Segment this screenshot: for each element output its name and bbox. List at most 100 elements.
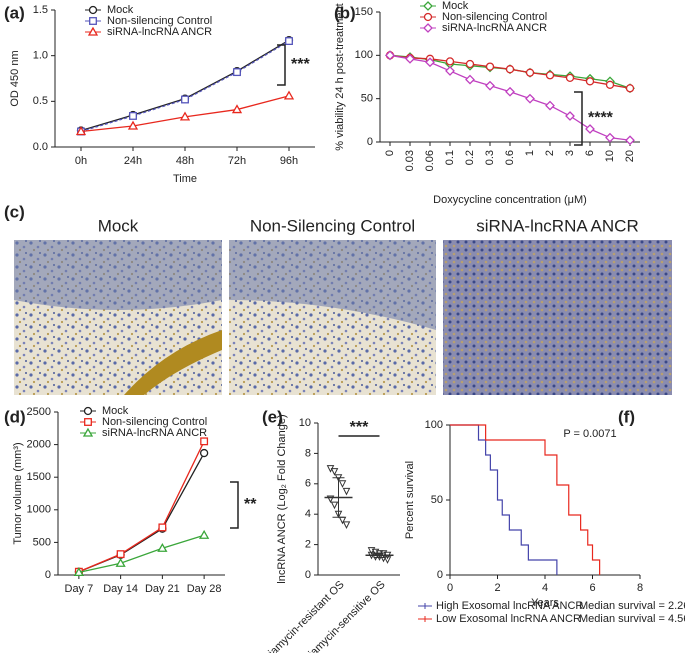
x-tick-label: 6	[589, 582, 595, 594]
marker	[445, 66, 455, 76]
panel-label: (e)	[262, 407, 283, 426]
marker	[84, 418, 92, 426]
marker	[605, 132, 615, 143]
marker	[181, 95, 189, 104]
legend-label: High Exosomal lncRNA ANCR	[436, 600, 583, 612]
x-tick-label: Day 21	[145, 583, 180, 595]
legend-label: Non-silencing Control	[107, 15, 212, 27]
y-axis-label: OD 450 nm	[9, 50, 21, 106]
marker	[157, 542, 168, 552]
marker	[88, 5, 98, 15]
marker	[199, 448, 209, 458]
marker	[625, 84, 635, 93]
marker	[565, 73, 575, 83]
data-point	[338, 480, 347, 488]
y-tick-label: 50	[431, 494, 443, 506]
x-axis-label: Time	[173, 173, 197, 185]
y-tick-label: 0	[367, 136, 373, 148]
x-tick-label: 72h	[228, 155, 246, 167]
x-tick-label: 4	[542, 582, 548, 594]
y-tick-label: 2	[305, 539, 311, 551]
x-tick-label: 0h	[75, 155, 87, 167]
panel-label: (d)	[4, 407, 26, 426]
marker	[605, 80, 615, 89]
series-line	[80, 40, 290, 133]
y-tick-label: 50	[361, 93, 373, 105]
marker	[283, 90, 295, 100]
marker	[485, 80, 495, 91]
annotation: ***	[350, 419, 369, 436]
marker	[545, 71, 555, 80]
x-tick-label: 0	[384, 150, 396, 156]
marker	[425, 57, 435, 68]
marker	[179, 111, 191, 121]
y-tick-label: 1.0	[33, 50, 48, 62]
data-point	[342, 487, 351, 496]
legend-label: Low Exosomal lncRNA ANCR	[436, 613, 581, 625]
legend-label: Non-silencing Control	[102, 416, 207, 428]
y-tick-label: 6	[305, 478, 311, 490]
annotation: **	[244, 496, 257, 513]
x-tick-label: 3	[564, 150, 576, 156]
x-tick-label: 20	[624, 150, 636, 162]
marker	[75, 126, 87, 136]
marker	[285, 37, 293, 46]
image-title: siRNA-lncRNA ANCR	[476, 216, 638, 235]
error-bar	[332, 477, 345, 518]
significance-bracket	[230, 481, 239, 529]
data-point	[342, 521, 351, 529]
marker	[158, 523, 167, 532]
y-tick-label: 0	[45, 569, 51, 581]
marker	[405, 53, 415, 64]
panel-label: (b)	[334, 3, 356, 22]
marker	[525, 68, 535, 77]
y-tick-label: 1500	[27, 471, 51, 483]
marker	[129, 111, 137, 120]
marker	[625, 135, 635, 146]
marker	[116, 550, 125, 559]
y-tick-label: 150	[355, 6, 373, 18]
y-tick-label: 10	[299, 417, 311, 429]
marker	[127, 120, 139, 130]
y-tick-label: 500	[33, 536, 51, 548]
marker	[73, 567, 84, 577]
legend-label: Mock	[442, 0, 469, 12]
marker	[87, 26, 99, 36]
bronchus	[124, 330, 222, 395]
marker	[505, 86, 515, 97]
legend-label: siRNA-lncRNA ANCR	[107, 26, 212, 38]
image-title: Non-Silencing Control	[250, 216, 415, 235]
marker	[82, 427, 94, 437]
legend-median: Median survival = 2.26 years	[579, 600, 685, 612]
marker	[585, 77, 595, 86]
y-tick-label: 1000	[27, 504, 51, 516]
data-point	[330, 501, 339, 510]
y-tick-label: 100	[425, 419, 443, 431]
marker	[545, 100, 555, 111]
y-tick-label: 0	[437, 569, 443, 581]
annotation: P = 0.0071	[563, 428, 616, 440]
x-tick-label: 0.06	[424, 150, 436, 171]
significance-bracket	[277, 44, 286, 86]
annotation: ***	[291, 56, 310, 73]
marker	[83, 406, 93, 416]
y-tick-label: 8	[305, 447, 311, 459]
image-title: Mock	[98, 216, 139, 235]
marker	[115, 557, 126, 567]
y-axis-label: lncRNA ANCR (Log₂ Fold Change)	[276, 414, 288, 583]
legend-label: Non-silencing Control	[442, 11, 547, 23]
panel-label: (a)	[4, 3, 25, 22]
legend-median: Median survival = 4.56 years	[579, 613, 685, 625]
y-tick-label: 0	[305, 569, 311, 581]
x-tick-label: 1	[524, 150, 536, 156]
y-axis-label: Percent survival	[404, 461, 416, 539]
x-tick-label: 2	[494, 582, 500, 594]
marker	[199, 529, 210, 539]
data-point	[338, 516, 347, 525]
x-tick-label: 8	[637, 582, 643, 594]
legend-label: siRNA-lncRNA ANCR	[102, 427, 207, 439]
y-axis-label: % viability 24 h post-treatment	[334, 3, 346, 150]
x-tick-label: 24h	[124, 155, 142, 167]
